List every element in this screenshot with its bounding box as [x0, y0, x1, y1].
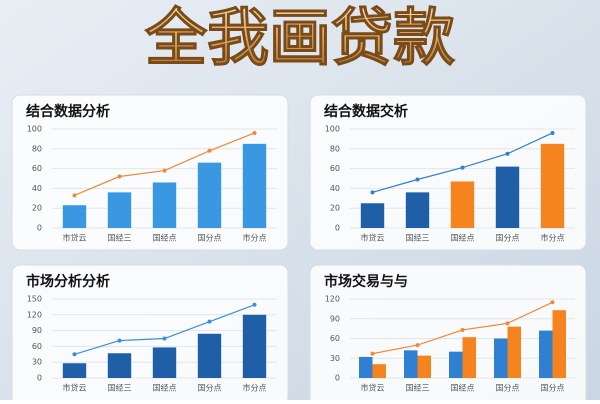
y-tick-label: 90 [330, 314, 340, 323]
x-tick-label: 市分点 [243, 383, 267, 393]
x-tick-label: 国经三 [406, 383, 430, 393]
line-point [207, 148, 212, 153]
bar [539, 330, 553, 378]
line-point [207, 319, 212, 324]
y-tick-label: 20 [330, 204, 340, 213]
x-tick-label: 国分点 [198, 384, 222, 393]
x-tick-label: 市分点 [243, 233, 267, 243]
y-tick-label: 0 [37, 374, 42, 383]
bar [107, 353, 132, 378]
x-tick-label: 国分点 [541, 384, 565, 393]
y-tick-label: 120 [27, 310, 42, 319]
y-tick-label: 80 [32, 144, 42, 153]
bar [540, 143, 565, 228]
y-tick-label: 60 [330, 164, 340, 173]
bar [152, 182, 177, 228]
y-tick-label: 0 [335, 224, 340, 233]
chart-title: 结合数据交析 [324, 103, 408, 120]
x-tick-label: 市贷云 [63, 233, 87, 243]
line-point [550, 130, 555, 135]
bar [507, 326, 521, 378]
y-tick-label: 150 [27, 295, 42, 304]
y-tick-label: 30 [330, 354, 340, 363]
line-point [252, 302, 257, 307]
chart-title: 结合数据分析 [26, 103, 110, 120]
poster-title: 全我画贷款 [144, 1, 455, 74]
line-point [415, 343, 420, 348]
bar [495, 166, 520, 228]
y-tick-label: 40 [32, 184, 42, 193]
line-point [72, 352, 77, 357]
x-tick-label: 国经点 [451, 383, 475, 393]
x-tick-label: 国分点 [496, 384, 520, 393]
y-tick-label: 90 [32, 326, 42, 335]
y-tick-label: 40 [330, 184, 340, 193]
bar [405, 192, 430, 228]
x-tick-label: 国经三 [406, 233, 430, 243]
bar [359, 356, 373, 378]
chart-title: 市场交易与与 [324, 273, 408, 290]
x-tick-label: 国分点 [198, 234, 222, 243]
bar [494, 338, 508, 378]
line-point [370, 351, 375, 356]
line-point [370, 190, 375, 195]
bar [417, 355, 431, 378]
line-point [162, 336, 167, 341]
y-tick-label: 30 [32, 358, 42, 367]
bar [449, 351, 463, 378]
chart-title: 市场分析分析 [26, 273, 110, 290]
line-point [252, 130, 257, 135]
y-tick-label: 20 [32, 204, 42, 213]
line-point [117, 338, 122, 343]
x-tick-label: 市贷云 [361, 233, 385, 243]
y-tick-label: 0 [335, 374, 340, 383]
y-tick-label: 60 [330, 334, 340, 343]
bar [62, 205, 87, 228]
bar [152, 347, 177, 378]
line-point [460, 165, 465, 170]
line-point [72, 193, 77, 198]
bar [242, 314, 267, 378]
line-point [117, 174, 122, 179]
bar [242, 143, 267, 228]
x-tick-label: 国经点 [451, 233, 475, 243]
y-tick-label: 60 [32, 164, 42, 173]
y-tick-label: 60 [32, 342, 42, 351]
line-point [162, 168, 167, 173]
line-point [550, 300, 555, 305]
line-point [505, 321, 510, 326]
line-point [505, 151, 510, 156]
x-tick-label: 国经三 [108, 233, 132, 243]
x-tick-label: 国经点 [153, 233, 177, 243]
x-tick-label: 国分点 [496, 234, 520, 243]
x-tick-label: 市贷云 [63, 383, 87, 393]
y-tick-label: 120 [325, 295, 340, 304]
x-tick-label: 市贷云 [361, 383, 385, 393]
y-tick-label: 0 [37, 224, 42, 233]
x-tick-label: 国经三 [108, 383, 132, 393]
y-tick-label: 100 [325, 125, 340, 134]
bar [462, 337, 476, 378]
bar [62, 363, 87, 378]
bar [107, 192, 132, 228]
bar [197, 333, 222, 378]
x-tick-label: 国经点 [153, 383, 177, 393]
line-point [415, 177, 420, 182]
bar [197, 162, 222, 228]
x-tick-label: 市分点 [541, 233, 565, 243]
bar [552, 310, 566, 378]
y-tick-label: 80 [330, 144, 340, 153]
bar [360, 203, 385, 228]
bar [404, 350, 418, 378]
line-point [460, 327, 465, 332]
bar [372, 364, 386, 378]
bar [450, 181, 475, 228]
y-tick-label: 100 [27, 125, 42, 134]
